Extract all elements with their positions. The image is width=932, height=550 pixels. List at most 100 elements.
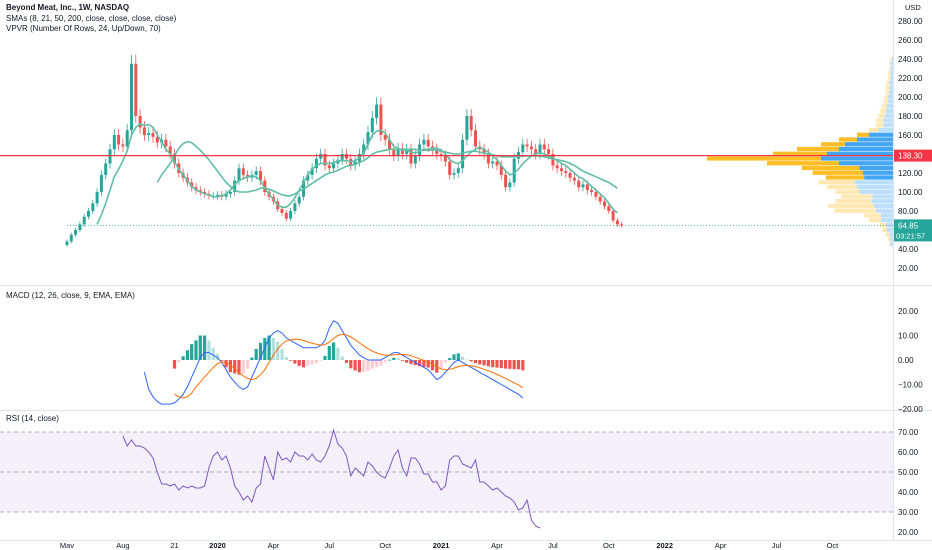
vpvr-up-bar bbox=[883, 123, 893, 128]
vpvr-down-bar bbox=[834, 208, 877, 213]
time-axis-label: 2021 bbox=[433, 541, 450, 550]
vpvr-down-bar bbox=[882, 227, 887, 232]
time-axis-label: Apr bbox=[715, 541, 727, 550]
macd-histogram-bar bbox=[327, 346, 331, 360]
vpvr-up-bar bbox=[872, 194, 893, 199]
currency-label: USD bbox=[905, 3, 921, 12]
vpvr-down-bar bbox=[879, 108, 886, 114]
candle-body bbox=[147, 133, 151, 135]
candle-body bbox=[155, 136, 159, 143]
macd-histogram-bar bbox=[409, 360, 413, 365]
candle-body bbox=[400, 148, 404, 154]
candle-body bbox=[280, 209, 284, 213]
candle-body bbox=[323, 154, 327, 166]
macd-histogram-bar bbox=[461, 356, 465, 360]
rsi-title[interactable]: RSI (14, close) bbox=[6, 414, 59, 423]
vpvr-down-bar bbox=[869, 218, 881, 223]
candle-body bbox=[396, 148, 400, 156]
macd-histogram-bar bbox=[250, 357, 254, 360]
macd-histogram-bar bbox=[448, 358, 452, 360]
candle-body bbox=[198, 190, 202, 192]
macd-histogram-bar bbox=[280, 348, 284, 360]
candle-body bbox=[482, 149, 486, 154]
macd-histogram-bar bbox=[276, 341, 280, 360]
macd-histogram-bar bbox=[387, 359, 392, 361]
time-axis-label: Jul bbox=[772, 541, 782, 550]
candle-body bbox=[534, 149, 538, 154]
macd-histogram-bar bbox=[203, 335, 207, 360]
candle-body bbox=[138, 116, 142, 128]
vpvr-up-bar bbox=[878, 127, 893, 133]
macd-histogram-bar bbox=[362, 360, 366, 372]
candle-body bbox=[568, 173, 572, 178]
price-tick-label: 260.00 bbox=[898, 36, 923, 45]
macd-tick-label: 0.00 bbox=[898, 356, 914, 365]
rsi-tick-label: 30.00 bbox=[898, 508, 919, 517]
candle-body bbox=[461, 139, 465, 169]
vpvr-down-bar bbox=[835, 199, 872, 204]
macd-histogram-bar bbox=[310, 360, 314, 365]
macd-histogram-bar bbox=[215, 353, 220, 360]
candle-body bbox=[413, 155, 417, 164]
macd-histogram-bar bbox=[323, 355, 327, 360]
candle-body bbox=[99, 174, 103, 192]
macd-histogram-bar bbox=[271, 337, 275, 360]
candle-body bbox=[314, 158, 318, 169]
time-axis-label: 21 bbox=[170, 541, 178, 550]
candle-body bbox=[456, 168, 460, 173]
candle-body bbox=[112, 135, 116, 150]
vpvr-down-bar bbox=[887, 80, 890, 85]
candle-body bbox=[310, 168, 314, 175]
vpvr-down-bar bbox=[825, 175, 865, 180]
vpvr-down-bar bbox=[797, 146, 839, 152]
candle-body bbox=[151, 133, 155, 137]
candle-body bbox=[512, 158, 516, 183]
time-axis-label: 2020 bbox=[209, 541, 226, 550]
vpvr-up-bar bbox=[821, 156, 893, 161]
macd-tick-label: −10.00 bbox=[898, 381, 923, 390]
vpvr-up-bar bbox=[864, 175, 893, 180]
candle-body bbox=[405, 149, 409, 154]
price-tick-label: 120.00 bbox=[898, 169, 923, 178]
macd-histogram-bar bbox=[473, 360, 478, 364]
macd-histogram-bar bbox=[370, 360, 374, 369]
candle-body bbox=[65, 241, 69, 246]
vpvr-down-bar bbox=[876, 123, 884, 128]
rsi-tick-label: 20.00 bbox=[898, 528, 919, 537]
macd-histogram-bar bbox=[293, 360, 297, 364]
vpvr-down-bar bbox=[864, 213, 881, 218]
macd-histogram-bar bbox=[357, 360, 361, 373]
vpvr-legend[interactable]: VPVR (Number Of Rows, 24, Up/Down, 70) bbox=[6, 24, 161, 33]
macd-histogram-bar bbox=[172, 360, 177, 369]
macd-title[interactable]: MACD (12, 26, close, 9, EMA, EMA) bbox=[6, 291, 135, 300]
candle-body bbox=[495, 161, 499, 166]
vpvr-up-bar bbox=[873, 203, 893, 209]
vpvr-down-bar bbox=[869, 127, 879, 133]
macd-histogram-bar bbox=[400, 360, 404, 361]
macd-histogram-bar bbox=[430, 360, 435, 371]
macd-histogram-bar bbox=[452, 354, 456, 360]
time-axis-label: Oct bbox=[827, 541, 840, 550]
time-axis-label: Oct bbox=[603, 541, 616, 550]
macd-histogram-bar bbox=[443, 360, 447, 363]
rsi-line bbox=[122, 428, 541, 529]
time-axis-label: Apr bbox=[491, 541, 503, 550]
candle-body bbox=[452, 173, 456, 175]
candle-body bbox=[228, 192, 232, 194]
candle-body bbox=[525, 144, 529, 147]
candle-body bbox=[78, 224, 82, 230]
macd-histogram-bar bbox=[207, 340, 211, 360]
candle-body bbox=[491, 161, 495, 164]
candle-body bbox=[504, 174, 508, 188]
macd-histogram-bar bbox=[495, 360, 499, 368]
vpvr-down-bar bbox=[801, 165, 860, 171]
candle-body bbox=[383, 135, 387, 140]
sma-legend[interactable]: SMAs (8, 21, 50, 200, close, close, clos… bbox=[6, 13, 177, 23]
candle-body bbox=[469, 116, 473, 131]
candle-body bbox=[439, 154, 443, 156]
candle-body bbox=[620, 224, 624, 226]
candle-body bbox=[237, 168, 241, 181]
candle-body bbox=[564, 171, 568, 173]
rsi-tick-label: 70.00 bbox=[898, 428, 919, 437]
